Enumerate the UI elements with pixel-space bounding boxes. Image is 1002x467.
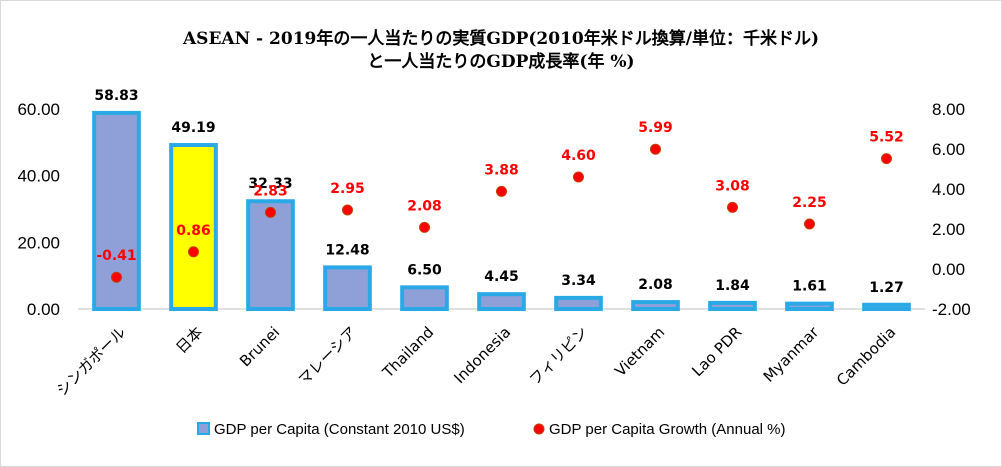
bar-value-label: 1.27 [869, 280, 904, 296]
bar-0 [92, 110, 141, 312]
bar-series [92, 110, 911, 312]
y-right-tick-label: 4.00 [932, 180, 965, 199]
growth-value-label: 2.83 [253, 183, 288, 199]
growth-series [111, 143, 892, 283]
bar-1 [169, 143, 218, 311]
growth-point-10 [881, 153, 892, 165]
bar-10 [862, 302, 911, 311]
y-right-tick-label: 6.00 [932, 140, 965, 159]
growth-value-label: 2.08 [407, 198, 442, 214]
y-right-tick-label: 2.00 [932, 220, 965, 239]
bar-value-label: 49.19 [171, 120, 215, 136]
growth-value-label: 4.60 [561, 148, 596, 164]
data-labels: 58.83 49.19 32.33 12.48 6.50 4.45 3.34 2.08 1.84… [94, 88, 903, 296]
bar-6 [554, 295, 603, 312]
legend: GDP per Capita (Constant 2010 US$) GDP pe… [197, 421, 786, 438]
category-label: Brunei [236, 323, 283, 370]
category-labels: シンガポール 日本 Brunei マレーシア Thailand Indonesia フィリピ… [53, 323, 899, 400]
category-label: フィリピン [526, 323, 592, 389]
category-label: Lao PDR [688, 323, 745, 380]
bar-7 [631, 300, 680, 312]
category-label: シンガポール [53, 323, 129, 399]
bar-4 [400, 285, 449, 312]
y-left-tick-label: 40.00 [17, 167, 60, 186]
growth-point-0 [111, 271, 122, 283]
bar-value-label: 12.48 [325, 242, 369, 258]
bar-value-label: 32.33 [248, 176, 292, 192]
growth-point-2 [265, 206, 276, 218]
growth-point-3 [342, 204, 353, 216]
growth-point-9 [804, 218, 815, 230]
bar-value-label: 2.08 [638, 277, 673, 293]
category-label: Indonesia [450, 323, 514, 387]
chart-title: ASEAN - 2019年の一人当たりの実質GDP(2010年米ドル換算/単位：… [182, 29, 819, 49]
growth-point-7 [650, 143, 661, 155]
y-left-tick-label: 0.00 [27, 300, 60, 319]
axes: 0.00 20.00 40.00 60.00 -2.00 0.00 2.00 4.00 6.00… [17, 100, 970, 319]
growth-value-label: 5.99 [638, 120, 673, 136]
growth-value-label: 2.95 [330, 181, 365, 197]
bar-value-label: 1.61 [792, 279, 827, 295]
y-right-tick-label: 0.00 [932, 260, 965, 279]
y-right-tick-label: -2.00 [932, 300, 971, 319]
bar-9 [785, 301, 834, 311]
growth-value-label: 3.88 [484, 162, 519, 178]
growth-point-5 [496, 185, 507, 197]
growth-value-label: 0.86 [176, 223, 211, 239]
growth-point-1 [188, 246, 199, 258]
y-left-tick-label: 20.00 [17, 233, 60, 252]
category-label: マレーシア [295, 323, 361, 389]
bar-value-label: 3.34 [561, 273, 596, 289]
bar-8 [708, 300, 757, 312]
category-label: Myanmar [760, 323, 823, 386]
growth-point-6 [573, 171, 584, 183]
bar-value-label: 6.50 [407, 262, 442, 278]
growth-value-label: 3.08 [715, 178, 750, 194]
legend-dot-swatch [533, 423, 545, 435]
growth-point-4 [419, 221, 430, 233]
category-label: 日本 [172, 323, 206, 357]
bar-value-label: 58.83 [94, 88, 138, 104]
growth-value-label: 2.25 [792, 195, 827, 211]
bar-5 [477, 292, 526, 311]
legend-bar-label: GDP per Capita (Constant 2010 US$) [214, 421, 465, 438]
bar-3 [323, 265, 372, 311]
growth-value-label: -0.41 [96, 248, 136, 264]
legend-bar-swatch [197, 422, 210, 435]
growth-point-8 [727, 201, 738, 213]
growth-value-label: 5.52 [869, 130, 904, 146]
y-right-tick-label: 8.00 [932, 100, 965, 119]
legend-dot-label: GDP per Capita Growth (Annual %) [549, 421, 786, 438]
category-label: Cambodia [833, 323, 899, 389]
category-label: Vietnam [611, 323, 668, 380]
bar-value-label: 4.45 [484, 269, 519, 285]
category-label: Thailand [378, 323, 437, 382]
chart-subtitle: と一人当たりのGDP成長率(年 %) [367, 52, 635, 72]
bar-2 [246, 199, 295, 312]
bar-value-label: 1.84 [715, 278, 750, 294]
y-left-tick-label: 60.00 [17, 100, 60, 119]
